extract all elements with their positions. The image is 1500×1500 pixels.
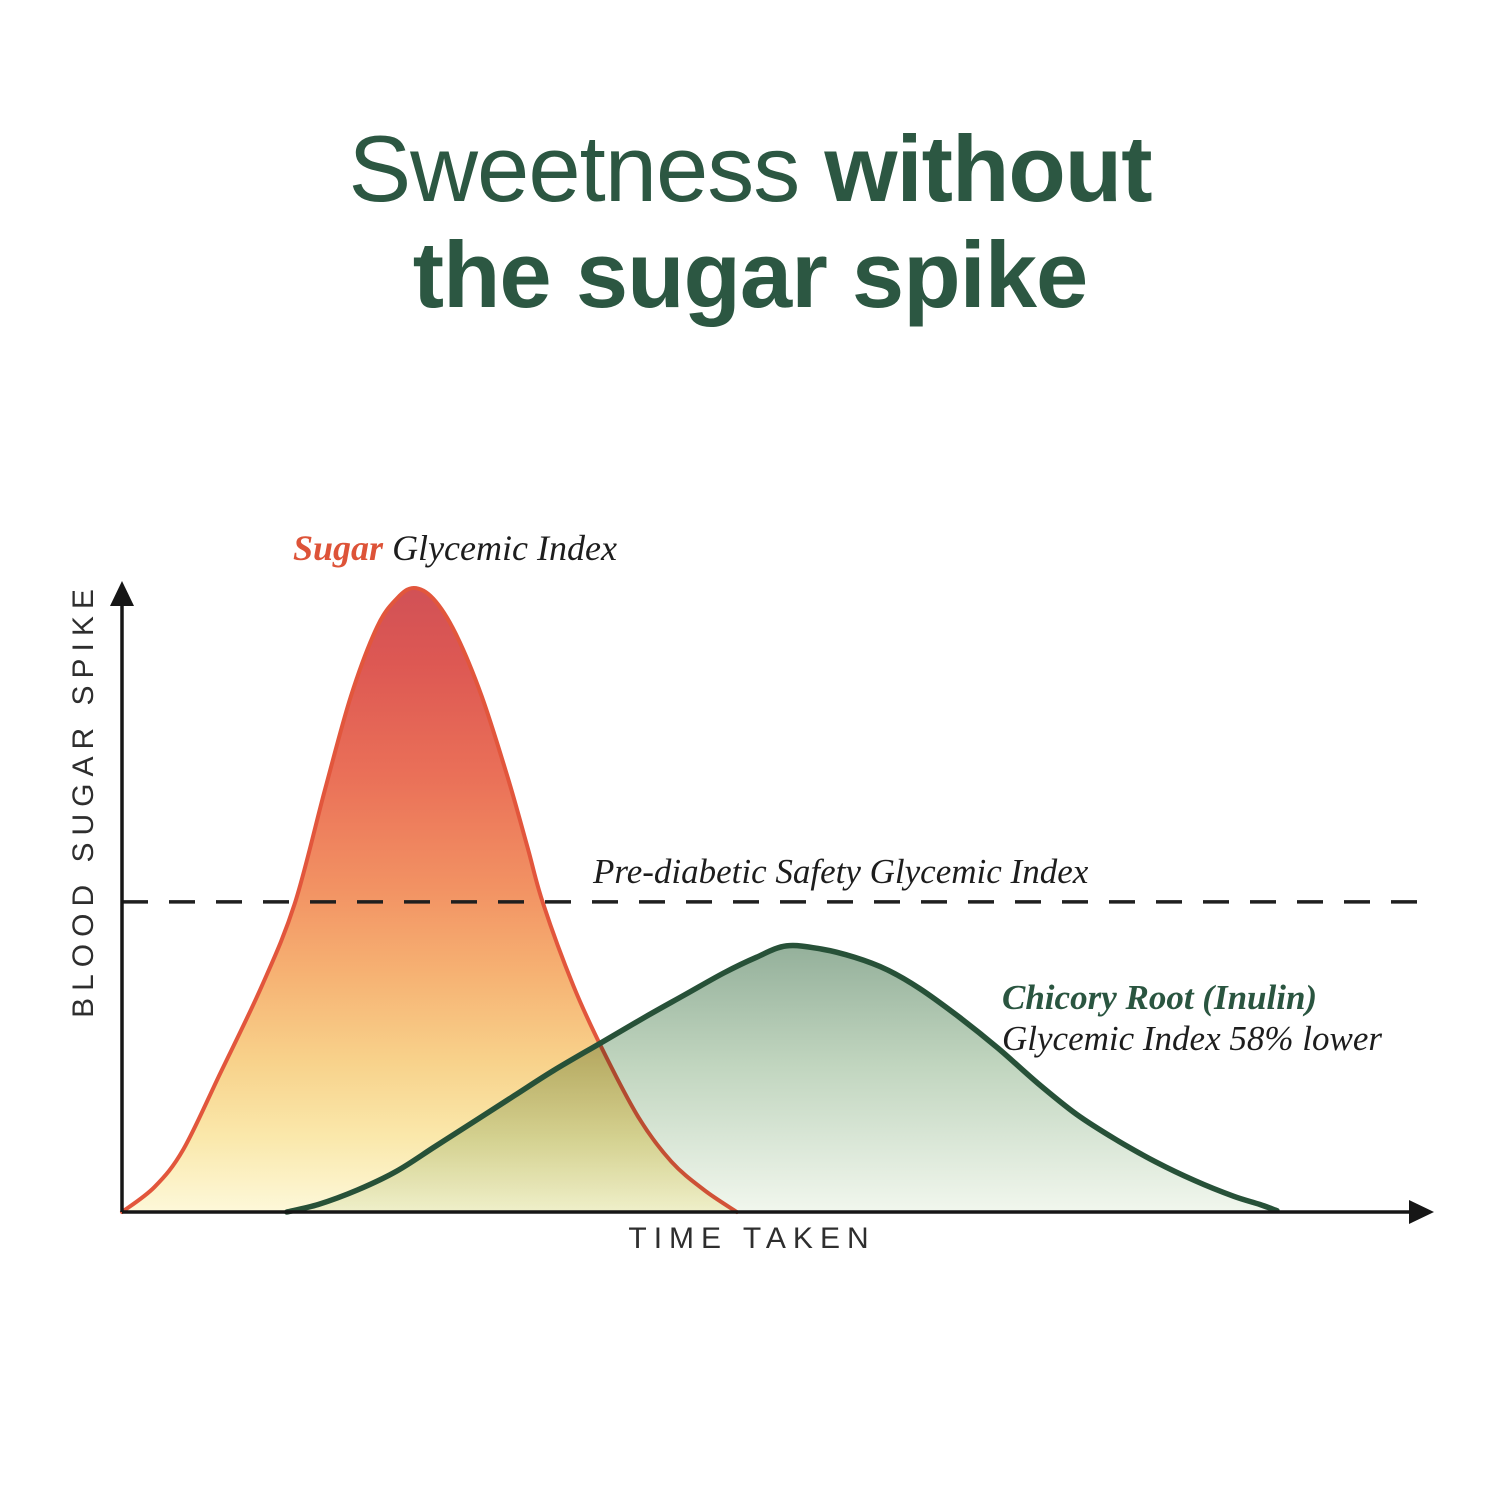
title-regular-part: Sweetness (348, 116, 825, 221)
chicory-curve-line (284, 942, 1280, 1215)
y-axis-label: BLOOD SUGAR SPIKE (67, 582, 100, 1018)
y-axis-arrowhead-icon (110, 581, 134, 606)
sugar-series-label: Sugar Glycemic Index (293, 527, 617, 569)
chicory-series-label: Chicory Root (Inulin) Glycemic Index 58% … (1002, 978, 1382, 1059)
chicory-curve-area (286, 945, 1277, 1212)
threshold-label: Pre-diabetic Safety Glycemic Index (593, 852, 1089, 891)
x-axis-label: TIME TAKEN (628, 1222, 876, 1255)
chicory-series-label-line2: Glycemic Index 58% lower (1002, 1018, 1382, 1058)
title-second-line: the sugar spike (412, 222, 1089, 328)
chicory-series-label-line1: Chicory Root (Inulin) (1002, 978, 1318, 1017)
x-axis-arrowhead-icon (1409, 1200, 1434, 1224)
title-bold-part: without (824, 116, 1152, 221)
sugar-series-label-emphasis: Sugar (293, 528, 384, 568)
sugar-series-label-rest: Glycemic Index (383, 528, 617, 568)
page-title: Sweetness without the sugar spike (0, 116, 1500, 328)
